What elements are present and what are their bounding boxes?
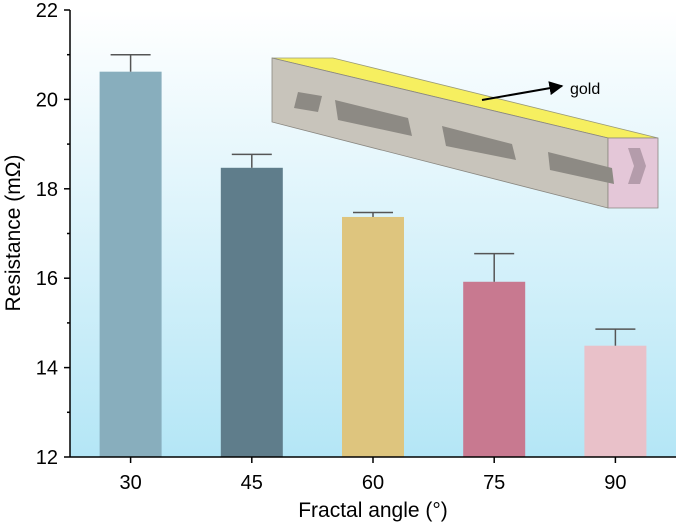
y-tick-label-16: 16: [36, 268, 58, 290]
y-tick-label-12: 12: [36, 447, 58, 469]
inset-cavity: [294, 92, 322, 112]
x-tick-label-60: 60: [362, 472, 384, 494]
y-tick-label-22: 22: [36, 0, 58, 22]
bar-45: [220, 167, 283, 457]
inset-cavity: [442, 126, 516, 160]
bars-layer: [99, 71, 647, 457]
y-tick-label-14: 14: [36, 358, 58, 380]
inset-notch: [628, 148, 646, 184]
y-tick-label-20: 20: [36, 89, 58, 111]
x-tick-label-45: 45: [241, 472, 263, 494]
error-bars-layer: [110, 53, 636, 346]
gold-annotation: gold: [570, 81, 600, 98]
annotation-arrow: [481, 81, 564, 101]
y-tick-label-18: 18: [36, 179, 58, 201]
x-tick-label-75: 75: [483, 472, 505, 494]
bar-90: [584, 345, 647, 457]
x-tick-label-30: 30: [119, 472, 141, 494]
bar-30: [99, 71, 162, 457]
inset-cavity: [335, 100, 412, 136]
inset-illustration: gold: [271, 57, 659, 209]
bar-75: [463, 281, 526, 457]
y-axis: 12 14 16 18 20 22: [36, 0, 71, 469]
y-axis-title: Resistance (mΩ): [2, 155, 25, 312]
x-axis: 30 45 60 75 90: [70, 456, 676, 494]
x-axis-title: Fractal angle (°): [298, 499, 448, 522]
inset-cavity: [548, 152, 614, 184]
x-tick-label-90: 90: [604, 472, 626, 494]
bar-60: [342, 216, 404, 457]
